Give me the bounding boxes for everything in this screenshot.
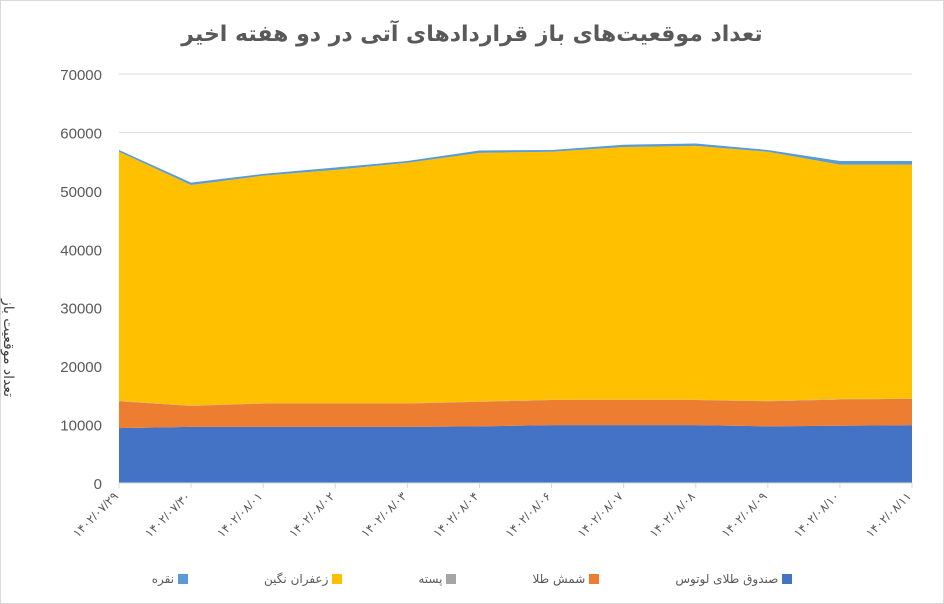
x-tick-label: ۱۴۰۲/۰۷/۳۰ xyxy=(142,489,193,540)
y-tick-label: 60000 xyxy=(60,125,102,142)
legend: صندوق طلای لوتوس شمش طلا پسته زعفران نگی… xyxy=(0,572,944,586)
area-series[interactable] xyxy=(119,145,912,406)
x-tick-label: ۱۴۰۲/۰۸/۰۶ xyxy=(503,489,554,540)
y-tick-label: 10000 xyxy=(60,418,102,435)
legend-label: نقره xyxy=(151,572,175,586)
y-tick-label: 40000 xyxy=(60,242,102,259)
legend-label: صندوق طلای لوتوس xyxy=(675,572,779,586)
legend-label: پسته xyxy=(418,572,443,586)
y-tick-label: 0 xyxy=(94,476,102,493)
legend-item-silver[interactable]: نقره xyxy=(151,572,189,586)
x-tick-label: ۱۴۰۲/۰۸/۱۰ xyxy=(791,489,842,540)
legend-item-saffron[interactable]: زعفران نگین xyxy=(264,572,343,586)
x-tick-label: ۱۴۰۲/۰۸/۰۹ xyxy=(719,489,770,540)
legend-swatch xyxy=(178,574,189,584)
legend-item-lotus[interactable]: صندوق طلای لوتوس xyxy=(675,572,793,586)
x-tick-label: ۱۴۰۲/۰۸/۰۱ xyxy=(214,489,265,540)
y-tick-label: 70000 xyxy=(60,67,102,84)
x-tick-label: ۱۴۰۲/۰۸/۰۷ xyxy=(575,489,626,540)
y-axis-ticks: 0 10000 20000 30000 40000 50000 60000 70000 xyxy=(60,67,102,493)
x-tick-label: ۱۴۰۲/۰۸/۰۸ xyxy=(647,489,698,540)
area-series[interactable] xyxy=(119,143,912,186)
y-tick-label: 20000 xyxy=(60,359,102,376)
legend-label: شمش طلا xyxy=(532,572,586,586)
y-tick-label: 50000 xyxy=(60,184,102,201)
x-tick-label: ۱۴۰۲/۰۸/۰۴ xyxy=(430,489,481,540)
x-tick-label: ۱۴۰۲/۰۸/۰۳ xyxy=(358,489,409,540)
legend-swatch xyxy=(332,574,343,584)
x-tick-label: ۱۴۰۲/۰۸/۰۲ xyxy=(286,489,337,540)
legend-item-pistachio[interactable]: پسته xyxy=(418,572,457,586)
x-axis-labels: ۱۴۰۲/۰۷/۲۹ ۱۴۰۲/۰۷/۳۰ ۱۴۰۲/۰۸/۰۱ ۱۴۰۲/۰۸/۰۲… xyxy=(70,489,914,540)
legend-swatch xyxy=(589,574,600,584)
chart-title: تعداد موقعیت‌های باز قراردادهای آتی در د… xyxy=(181,22,763,47)
legend-label: زعفران نگین xyxy=(264,572,329,586)
area-series[interactable] xyxy=(119,425,912,483)
x-tick-label: ۱۴۰۲/۰۷/۲۹ xyxy=(70,489,121,540)
legend-item-gold-bar[interactable]: شمش طلا xyxy=(532,572,600,586)
stacked-areas xyxy=(119,143,912,483)
x-tick-label: ۱۴۰۲/۰۸/۱۱ xyxy=(863,489,914,540)
legend-swatch xyxy=(446,574,457,584)
area-series[interactable] xyxy=(119,398,912,429)
x-axis xyxy=(118,482,913,488)
y-tick-label: 30000 xyxy=(60,301,102,318)
legend-swatch xyxy=(782,574,793,584)
